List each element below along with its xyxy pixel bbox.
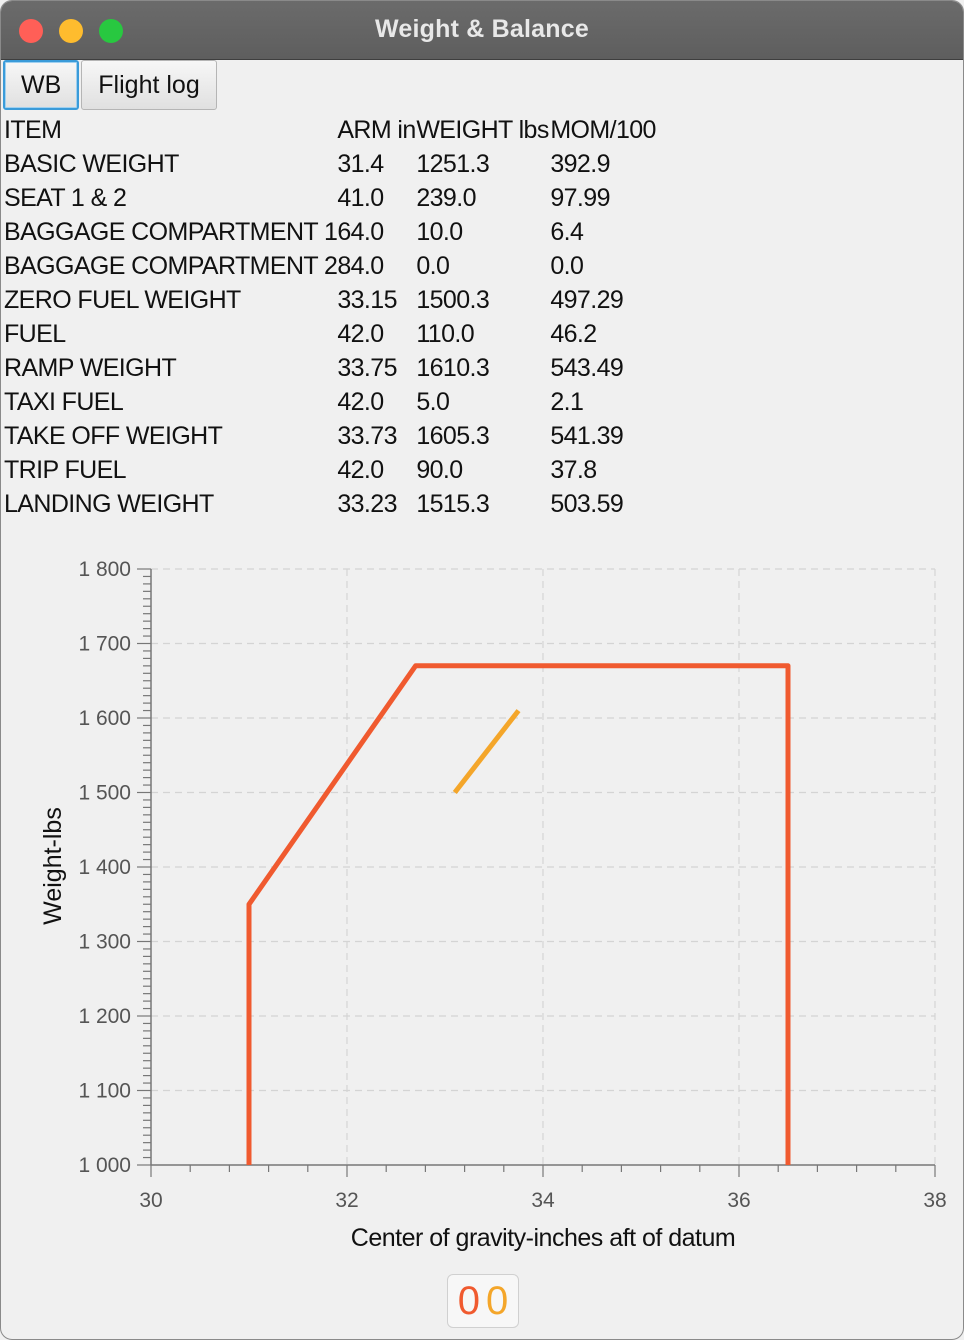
cell-weight: 1605.3	[416, 422, 490, 450]
x-tick-label: 30	[139, 1189, 162, 1212]
chart-series	[246, 663, 791, 1165]
chart-axes: 30 32 34 36 38 1 000 1 100 1 200 1 300 1 400 1 500…	[78, 558, 946, 1212]
cell-moment: 37.8	[550, 456, 597, 484]
cell-weight: 1515.3	[416, 490, 490, 518]
table-row: BAGGAGE COMPARTMENT 2 84.0 0.0 0.0	[4, 249, 670, 283]
cell-weight: 5.0	[416, 388, 450, 416]
cell-arm: 64.0	[337, 218, 384, 246]
tab-wb[interactable]: WB	[3, 60, 80, 110]
table-header-row: ITEM ARM in WEIGHT lbs MOM/100	[4, 113, 670, 147]
x-tick-label: 34	[531, 1189, 555, 1212]
cell-arm: 42.0	[337, 388, 384, 416]
cell-item: BASIC WEIGHT	[4, 150, 179, 178]
header-weight: WEIGHT lbs	[416, 116, 549, 144]
cell-arm: 33.23	[337, 490, 397, 518]
table-row: ZERO FUEL WEIGHT 33.15 1500.3 497.29	[4, 283, 670, 317]
loading-series-line	[452, 709, 521, 795]
x-tick-label: 38	[923, 1189, 946, 1212]
table-row: TRIP FUEL 42.0 90.0 37.8	[4, 453, 670, 487]
table-row: RAMP WEIGHT 33.75 1610.3 543.49	[4, 351, 670, 385]
cg-envelope-chart: 30 32 34 36 38 1 000 1 100 1 200 1 300 1 400 1 500…	[39, 558, 947, 1252]
weight-balance-table: ITEM ARM in WEIGHT lbs MOM/100 BASIC WEI…	[4, 113, 670, 521]
window-title: Weight & Balance	[375, 15, 589, 43]
cell-weight: 1500.3	[416, 286, 490, 314]
cell-weight: 239.0	[416, 184, 476, 212]
chart-grid	[151, 568, 936, 1165]
table-row: LANDING WEIGHT 33.23 1515.3 503.59	[4, 487, 670, 521]
table-row: BASIC WEIGHT 31.4 1251.3 392.9	[4, 147, 670, 181]
cell-moment: 503.59	[550, 490, 624, 518]
cell-item: TRIP FUEL	[4, 456, 127, 484]
cell-arm: 42.0	[337, 456, 384, 484]
cell-weight: 90.0	[416, 456, 463, 484]
y-tick-label: 1 200	[78, 1005, 131, 1028]
cell-item: SEAT 1 & 2	[4, 184, 127, 212]
table-row: TAKE OFF WEIGHT 33.73 1605.3 541.39	[4, 419, 670, 453]
header-item: ITEM	[4, 116, 62, 144]
y-tick-label: 1 500	[78, 782, 131, 805]
cell-item: ZERO FUEL WEIGHT	[4, 286, 241, 314]
tab-bar: WB Flight log	[3, 60, 219, 112]
cell-arm: 42.0	[337, 320, 384, 348]
y-tick-label: 1 300	[78, 931, 131, 954]
y-tick-label: 1 100	[78, 1080, 131, 1103]
y-tick-label: 1 000	[78, 1154, 131, 1177]
cell-moment: 541.39	[550, 422, 624, 450]
y-axis-label: Weight-lbs	[39, 807, 67, 925]
cell-moment: 2.1	[550, 388, 584, 416]
y-tick-label: 1 700	[78, 633, 131, 656]
cell-moment: 0.0	[550, 252, 584, 280]
cell-moment: 46.2	[550, 320, 597, 348]
cell-arm: 84.0	[337, 252, 384, 280]
cell-moment: 497.29	[550, 286, 624, 314]
counter-digit-1: 0	[457, 1278, 486, 1323]
y-tick-label: 1 400	[78, 856, 131, 879]
cell-item: TAKE OFF WEIGHT	[4, 422, 223, 450]
table-row: FUEL 42.0 110.0 46.2	[4, 317, 670, 351]
cell-item: LANDING WEIGHT	[4, 490, 214, 518]
cell-arm: 33.75	[337, 354, 397, 382]
cell-moment: 6.4	[550, 218, 584, 246]
cell-moment: 392.9	[550, 150, 610, 178]
cell-arm: 31.4	[337, 150, 384, 178]
cell-moment: 543.49	[550, 354, 624, 382]
tab-flight-log[interactable]: Flight log	[81, 60, 217, 110]
title-bar[interactable]: Weight & Balance	[1, 1, 963, 60]
maximize-window-button[interactable]	[99, 19, 123, 43]
cell-moment: 97.99	[550, 184, 610, 212]
cell-item: TAXI FUEL	[4, 388, 124, 416]
cell-weight: 1610.3	[416, 354, 490, 382]
cell-item: RAMP WEIGHT	[4, 354, 177, 382]
x-tick-label: 36	[727, 1189, 750, 1212]
cell-weight: 1251.3	[416, 150, 490, 178]
counter-digit-2: 0	[486, 1278, 515, 1323]
minimize-window-button[interactable]	[59, 19, 83, 43]
cell-item: FUEL	[4, 320, 66, 348]
x-axis-label: Center of gravity-inches aft of datum	[351, 1224, 735, 1252]
cell-weight: 0.0	[416, 252, 450, 280]
envelope-series-line	[246, 663, 791, 1165]
cell-arm: 33.73	[337, 422, 397, 450]
table-row: BAGGAGE COMPARTMENT 1 64.0 10.0 6.4	[4, 215, 670, 249]
cell-weight: 10.0	[416, 218, 463, 246]
header-arm: ARM in	[337, 116, 416, 144]
table-row: SEAT 1 & 2 41.0 239.0 97.99	[4, 181, 670, 215]
x-tick-label: 32	[335, 1189, 358, 1212]
y-tick-label: 1 800	[78, 558, 131, 581]
y-tick-label: 1 600	[78, 707, 131, 730]
close-window-button[interactable]	[19, 19, 43, 43]
cell-arm: 33.15	[337, 286, 397, 314]
cell-item: BAGGAGE COMPARTMENT 2	[4, 252, 338, 280]
table-row: TAXI FUEL 42.0 5.0 2.1	[4, 385, 670, 419]
cell-item: BAGGAGE COMPARTMENT 1	[4, 218, 338, 246]
cell-weight: 110.0	[416, 320, 475, 348]
table-body: BASIC WEIGHT 31.4 1251.3 392.9 SEAT 1 & 2 41.…	[4, 147, 670, 521]
header-moment: MOM/100	[550, 116, 656, 144]
cell-arm: 41.0	[337, 184, 384, 212]
